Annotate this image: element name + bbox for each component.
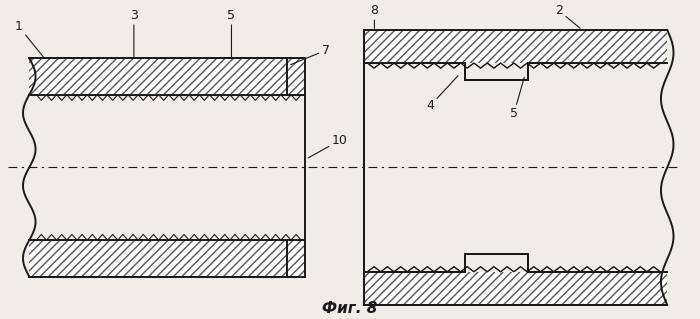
Text: 3: 3 [130, 9, 138, 57]
Text: Фиг. 8: Фиг. 8 [322, 301, 378, 316]
Text: 4: 4 [426, 76, 458, 112]
Bar [29, 58, 304, 95]
Text: 2: 2 [555, 4, 580, 28]
Text: 10: 10 [308, 134, 347, 158]
Bar [364, 63, 667, 272]
Bar [29, 240, 304, 277]
Bar [364, 272, 667, 305]
Bar [364, 30, 667, 63]
Bar [29, 240, 304, 277]
Text: 5: 5 [228, 9, 235, 57]
Text: 5: 5 [510, 77, 524, 120]
Text: 7: 7 [290, 44, 330, 65]
Bar [29, 58, 304, 95]
Bar [364, 30, 667, 63]
Bar [364, 272, 667, 305]
Text: 8: 8 [370, 4, 379, 28]
Text: 1: 1 [15, 20, 43, 57]
